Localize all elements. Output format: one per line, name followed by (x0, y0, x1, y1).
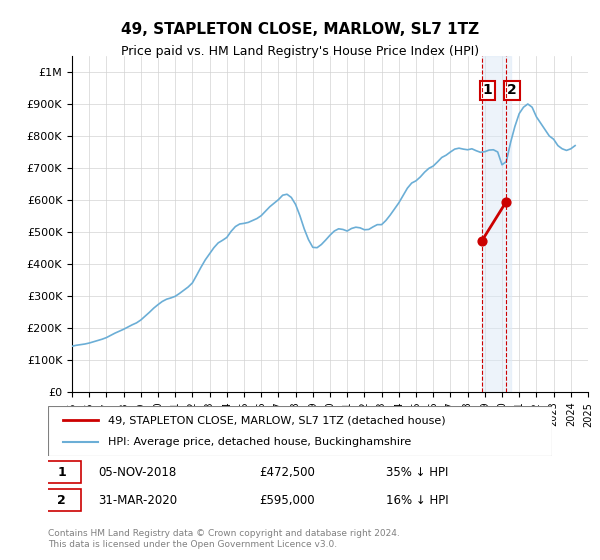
Text: HPI: Average price, detached house, Buckinghamshire: HPI: Average price, detached house, Buck… (109, 437, 412, 447)
Text: 35% ↓ HPI: 35% ↓ HPI (386, 465, 448, 479)
Text: Contains HM Land Registry data © Crown copyright and database right 2024.
This d: Contains HM Land Registry data © Crown c… (48, 529, 400, 549)
Text: 1: 1 (483, 83, 493, 97)
Text: 31-MAR-2020: 31-MAR-2020 (98, 493, 178, 507)
Point (477, 236, 487, 245)
Text: 49, STAPLETON CLOSE, MARLOW, SL7 1TZ (detached house): 49, STAPLETON CLOSE, MARLOW, SL7 1TZ (de… (109, 415, 446, 425)
Text: 05-NOV-2018: 05-NOV-2018 (98, 465, 176, 479)
Point (502, 197, 511, 206)
Text: 1: 1 (57, 465, 66, 479)
Text: £595,000: £595,000 (260, 493, 316, 507)
Bar (482, 56, 511, 392)
FancyBboxPatch shape (48, 406, 552, 456)
Text: 2: 2 (57, 493, 66, 507)
Text: Price paid vs. HM Land Registry's House Price Index (HPI): Price paid vs. HM Land Registry's House … (121, 45, 479, 58)
FancyBboxPatch shape (43, 461, 81, 483)
FancyBboxPatch shape (43, 489, 81, 511)
Text: £472,500: £472,500 (260, 465, 316, 479)
Text: 2: 2 (507, 83, 517, 97)
Text: 16% ↓ HPI: 16% ↓ HPI (386, 493, 448, 507)
Text: 49, STAPLETON CLOSE, MARLOW, SL7 1TZ: 49, STAPLETON CLOSE, MARLOW, SL7 1TZ (121, 22, 479, 38)
